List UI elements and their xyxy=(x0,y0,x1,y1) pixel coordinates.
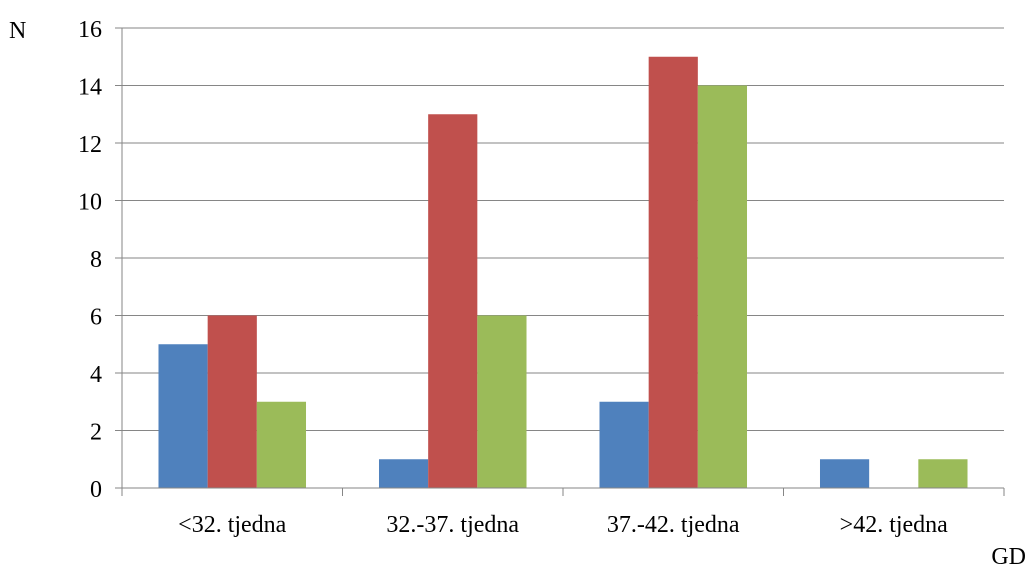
bar-series-3-2 xyxy=(697,85,748,488)
gridlines xyxy=(122,27,1004,431)
bar-series-3-1 xyxy=(477,315,527,488)
x-tick-label: 32.-37. tjedna xyxy=(386,512,519,538)
bar-series-1-3 xyxy=(819,459,870,488)
x-tick-label: 37.-42. tjedna xyxy=(607,512,740,538)
bar-series-3-0 xyxy=(256,401,307,488)
bar-series-3-3 xyxy=(918,459,968,488)
bar-series-2-2 xyxy=(648,56,698,488)
x-tick-label: <32. tjedna xyxy=(178,512,287,538)
bar-series-1-0 xyxy=(158,344,208,488)
y-tick-label: 12 xyxy=(78,132,102,158)
y-tick-label: 0 xyxy=(90,477,102,503)
bar-series-2-1 xyxy=(428,114,478,488)
x-axis-label: GD xyxy=(991,544,1026,570)
bar-series-1-2 xyxy=(599,401,649,488)
y-axis-label: N xyxy=(9,18,26,44)
x-tick-label: >42. tjedna xyxy=(840,512,949,538)
y-tick-label: 16 xyxy=(78,17,102,43)
y-tick-label: 14 xyxy=(78,75,102,101)
y-tick-label: 4 xyxy=(90,362,102,388)
bar-series-2-0 xyxy=(207,315,257,488)
y-tick-label: 10 xyxy=(78,190,102,216)
y-tick-label: 2 xyxy=(90,420,102,446)
axes xyxy=(115,27,1005,496)
bar-series-1-1 xyxy=(378,459,429,488)
tick-labels: 0 2 4 6 8 10 12 14 16 <32. tjedna 32.-37. tjedna 37… xyxy=(78,17,948,538)
y-tick-label: 6 xyxy=(90,305,102,331)
bars xyxy=(158,56,968,488)
y-tick-label: 8 xyxy=(90,247,102,273)
